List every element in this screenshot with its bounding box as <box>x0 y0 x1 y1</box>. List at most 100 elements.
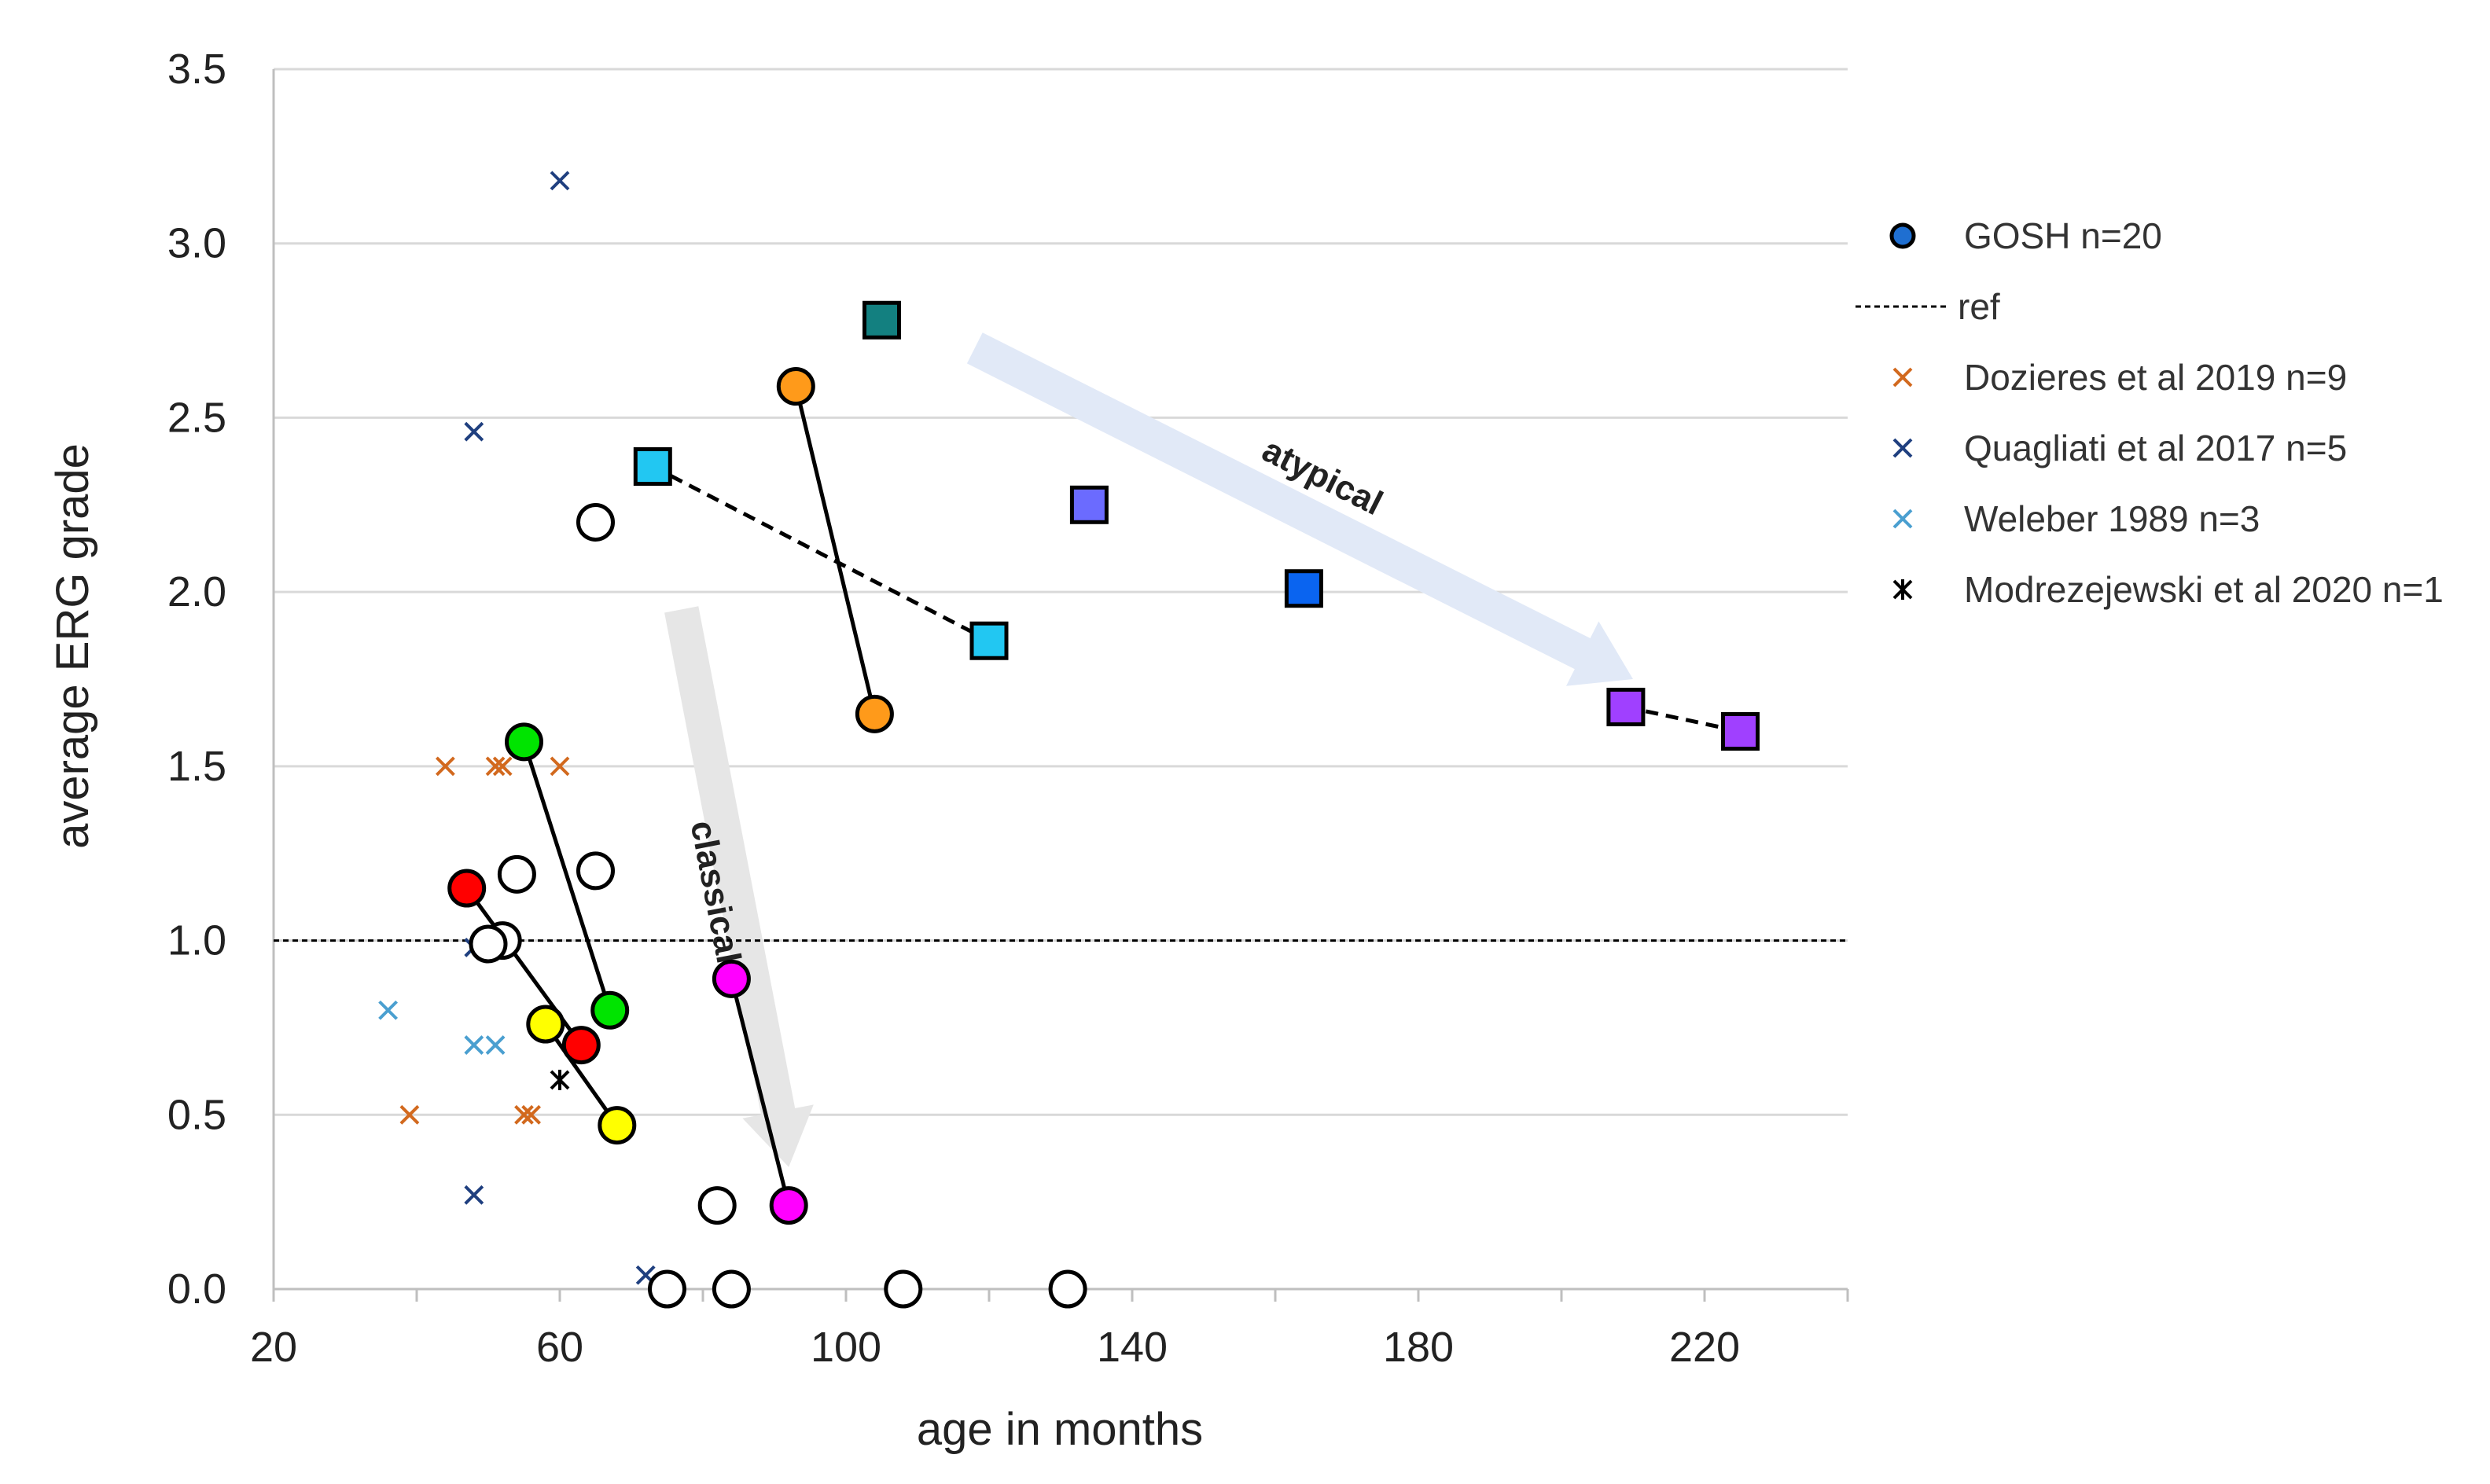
legend-entry: Modrezejewski et al 2020 n=1 <box>1892 569 2444 610</box>
legend-entry: Weleber 1989 n=3 <box>1892 498 2260 539</box>
dozieres-point <box>514 1104 534 1125</box>
dozieres-point-stroke <box>435 756 455 777</box>
y-tick-label: 0.5 <box>167 1091 226 1138</box>
legend-label: Dozieres et al 2019 n=9 <box>1964 357 2347 398</box>
gosh-circle-point <box>776 367 815 406</box>
gosh-square-point <box>1721 712 1760 751</box>
legend: GOSH n=20 ref Dozieres et al 2019 n=9 Quagl… <box>1856 215 2444 610</box>
y-tick-label: 0.0 <box>167 1265 226 1313</box>
tick-labels: 20 60 100 140 180 220 0.0 0.5 1.0 1.5 2.0 2.5 3.0 3.5 <box>167 46 1740 1371</box>
x-axis-title: age in months <box>917 1404 1203 1455</box>
legend-marker <box>1889 222 1916 249</box>
legend-entry: GOSH n=20 <box>1889 215 2162 256</box>
gosh-circle-point <box>855 694 894 733</box>
x-tick-label: 60 <box>536 1324 583 1371</box>
weleber-point <box>485 1035 506 1056</box>
quagliati-point-stroke <box>464 421 484 442</box>
gosh-connecting-line <box>729 978 791 1207</box>
gosh-square-point <box>1069 485 1109 524</box>
quagliati-point <box>464 1185 484 1205</box>
gosh-connecting-line <box>793 385 877 714</box>
y-tick-label: 2.5 <box>167 394 226 441</box>
gosh-circle-point <box>526 1005 565 1044</box>
y-axis-title: average ERG grade <box>47 443 98 849</box>
legend-label: Weleber 1989 n=3 <box>1964 498 2260 539</box>
legend-entry: ref <box>1856 286 2000 327</box>
gosh-points <box>447 300 1760 1309</box>
x-tick-label: 140 <box>1097 1324 1168 1371</box>
gosh-circle-point <box>561 1026 601 1065</box>
gosh-square-point <box>1606 687 1646 726</box>
gosh-connecting-line <box>522 741 612 1012</box>
legend-marker <box>1892 438 1913 458</box>
legend-entry: Quagliati et al 2017 n=5 <box>1892 428 2347 468</box>
y-tick-label: 1.5 <box>167 743 226 790</box>
gosh-open-circle <box>576 851 615 891</box>
dozieres-point <box>399 1104 420 1125</box>
quagliati-point-stroke <box>635 1265 656 1285</box>
gosh-square-point <box>633 447 672 487</box>
weleber-point <box>464 1035 484 1056</box>
dozieres-point <box>521 1104 542 1125</box>
quagliati-point <box>464 421 484 442</box>
axes <box>272 69 1849 1302</box>
gosh-square-point <box>1284 569 1323 608</box>
weleber-point-stroke <box>378 1000 399 1020</box>
legend-label: Modrezejewski et al 2020 n=1 <box>1964 569 2444 610</box>
quagliati-point-stroke <box>464 1185 484 1205</box>
gosh-open-circle <box>1048 1269 1087 1309</box>
dozieres-point-stroke <box>514 1104 534 1125</box>
weleber-point-stroke <box>485 1035 506 1056</box>
gosh-open-circle <box>576 502 615 542</box>
y-tick-label: 1.0 <box>167 917 226 964</box>
x-tick-label: 180 <box>1383 1324 1454 1371</box>
dozieres-point-stroke <box>550 756 570 777</box>
legend-marker-stroke <box>1892 367 1913 388</box>
trend-arrow <box>664 606 814 1167</box>
gosh-open-circle <box>497 854 536 894</box>
dozieres-point <box>492 756 513 777</box>
y-tick-label: 3.0 <box>167 220 226 267</box>
connecting-lines <box>465 385 1742 1207</box>
x-tick-label: 20 <box>250 1324 297 1371</box>
dozieres-point-stroke <box>492 756 513 777</box>
gosh-circle-point <box>590 990 630 1030</box>
gosh-open-circle <box>884 1269 923 1309</box>
legend-marker-stroke <box>1892 438 1913 458</box>
grid-lines <box>274 68 1848 1116</box>
legend-label: GOSH n=20 <box>1964 215 2162 256</box>
legend-label: ref <box>1958 286 2000 327</box>
gosh-circle-point <box>447 869 487 908</box>
dozieres-point-stroke <box>399 1104 420 1125</box>
x-tick-label: 220 <box>1669 1324 1740 1371</box>
legend-marker <box>1892 579 1913 600</box>
y-tick-label: 2.0 <box>167 568 226 615</box>
quagliati-point <box>550 171 570 191</box>
dozieres-point <box>435 756 455 777</box>
trend-arrow <box>966 332 1633 686</box>
gosh-connecting-line <box>652 465 991 643</box>
legend-marker <box>1892 367 1913 388</box>
gosh-square-point <box>969 621 1009 660</box>
gosh-circle-point <box>712 959 751 998</box>
legend-marker <box>1892 509 1913 529</box>
modrezejewski-point <box>550 1069 570 1090</box>
legend-marker-stroke <box>1892 509 1913 529</box>
weleber-point-stroke <box>464 1035 484 1056</box>
gosh-circle-point <box>769 1186 808 1225</box>
legend-entry: Dozieres et al 2019 n=9 <box>1892 357 2347 398</box>
quagliati-point-stroke <box>550 171 570 191</box>
gosh-open-circle <box>648 1269 686 1309</box>
legend-label: Quagliati et al 2017 n=5 <box>1964 428 2347 468</box>
dozieres-point-stroke <box>485 756 506 777</box>
gosh-connecting-line <box>543 1023 619 1127</box>
dozieres-point-stroke <box>521 1104 542 1125</box>
x-tick-label: 100 <box>811 1324 881 1371</box>
y-tick-label: 3.5 <box>167 46 226 93</box>
dozieres-point <box>485 756 506 777</box>
gosh-open-circle <box>469 924 508 964</box>
gosh-open-circle <box>697 1186 737 1225</box>
gosh-open-circle <box>712 1269 751 1309</box>
